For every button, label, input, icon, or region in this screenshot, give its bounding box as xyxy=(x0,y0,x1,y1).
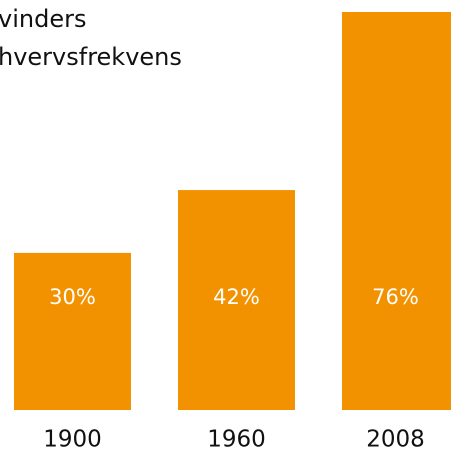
value-label: 76% xyxy=(372,285,419,309)
x-tick-label: 1960 xyxy=(207,427,266,453)
bar xyxy=(342,12,451,410)
value-label: 42% xyxy=(213,285,260,309)
x-tick-label: 1900 xyxy=(43,427,102,453)
x-tick-label: 2008 xyxy=(366,427,425,453)
value-label: 30% xyxy=(49,285,96,309)
chart-title-line: hvervsfrekvens xyxy=(0,43,182,71)
bar xyxy=(178,190,295,410)
bar xyxy=(14,252,131,410)
chart-title-line: vinders xyxy=(0,5,86,33)
